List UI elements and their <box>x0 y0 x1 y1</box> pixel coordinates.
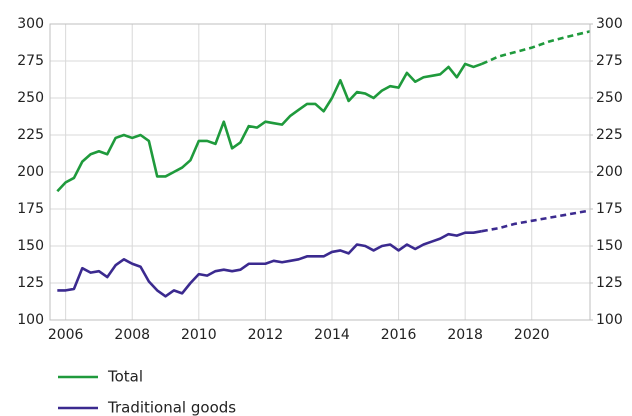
x-tick-label: 2018 <box>447 327 483 343</box>
y2-tick-label: 225 <box>596 127 623 143</box>
forecast-line <box>481 30 591 66</box>
x-tick-label: 2006 <box>48 327 84 343</box>
y-tick-label: 300 <box>17 16 44 32</box>
x-tick-label: 2012 <box>248 327 284 343</box>
y-tick-label: 150 <box>17 238 44 254</box>
y2-tick-label: 275 <box>596 53 623 69</box>
y2-tick-label: 175 <box>596 201 623 217</box>
x-tick-label: 2016 <box>381 327 417 343</box>
series-line <box>57 229 483 298</box>
y2-tick-label: 200 <box>596 164 623 180</box>
y-tick-label: 200 <box>17 164 44 180</box>
forecast-line <box>481 209 591 233</box>
y2-tick-label: 100 <box>596 312 623 328</box>
x-tick-label: 2008 <box>114 327 150 343</box>
y2-tick-label: 150 <box>596 238 623 254</box>
y-tick-label: 225 <box>17 127 44 143</box>
y2-tick-label: 125 <box>596 275 623 291</box>
y-tick-label: 175 <box>17 201 44 217</box>
plot-lines <box>56 30 591 298</box>
y2-tick-label: 300 <box>596 16 623 32</box>
y2-tick-label: 250 <box>596 90 623 106</box>
series-line <box>56 62 483 193</box>
y-tick-label: 100 <box>17 312 44 328</box>
x-tick-label: 2010 <box>181 327 217 343</box>
y-tick-label: 125 <box>17 275 44 291</box>
grid <box>50 23 590 321</box>
legend-label: Total <box>107 368 143 386</box>
y-tick-label: 250 <box>17 90 44 106</box>
x-tick-label: 2020 <box>514 327 550 343</box>
y-tick-label: 275 <box>17 53 44 69</box>
x-tick-label: 2014 <box>314 327 350 343</box>
legend-label: Traditional goods <box>107 399 236 416</box>
